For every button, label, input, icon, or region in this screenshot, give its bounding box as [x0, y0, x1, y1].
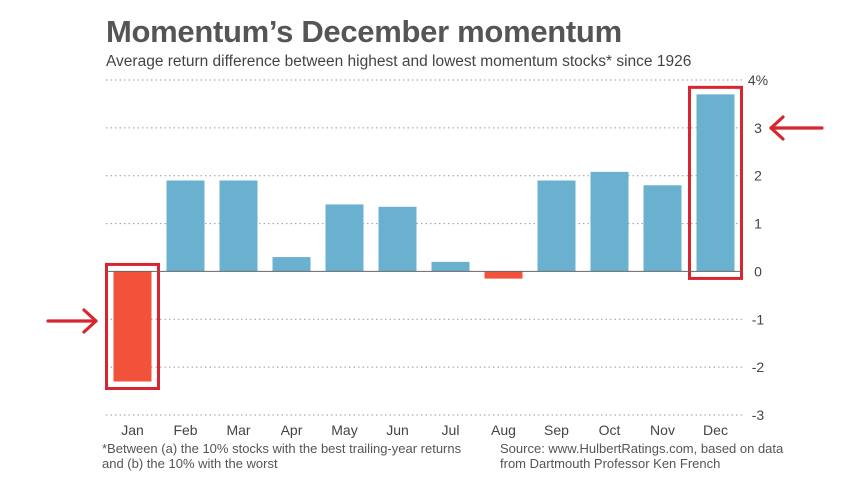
x-tick-label: Nov: [650, 422, 675, 438]
highlight-box: [105, 262, 160, 390]
x-tick-label: Aug: [491, 422, 516, 438]
bar-apr: [272, 257, 311, 272]
highlight-box: [688, 85, 743, 280]
y-tick-label: 2: [754, 168, 762, 184]
x-tick-label: Mar: [226, 422, 250, 438]
y-tick-label: 1: [754, 216, 762, 232]
y-tick-label: 4%: [748, 72, 768, 88]
x-tick-label: Apr: [281, 422, 303, 438]
y-tick-label: -2: [752, 359, 765, 375]
y-tick-label: -3: [752, 407, 765, 423]
bar-jul: [431, 261, 470, 272]
x-tick-label: Oct: [599, 422, 621, 438]
bar-may: [325, 204, 364, 272]
bar-nov: [643, 185, 682, 272]
footnote: *Between (a) the 10% stocks with the bes…: [102, 441, 462, 471]
bar-jun: [378, 206, 417, 272]
x-tick-label: Sep: [544, 422, 569, 438]
chart-title: Momentum’s December momentum: [106, 14, 622, 49]
y-tick-label: 0: [754, 263, 762, 279]
bar-feb: [166, 180, 205, 272]
x-tick-label: Dec: [703, 422, 728, 438]
x-tick-label: Jul: [442, 422, 460, 438]
bar-dec: [696, 94, 735, 272]
x-tick-label: Jan: [121, 422, 144, 438]
bar-sep: [537, 180, 576, 272]
x-tick-label: Feb: [173, 422, 197, 438]
arrow-jan-head: [82, 308, 98, 334]
chart-subtitle: Average return difference between highes…: [106, 53, 692, 70]
y-tick-label: 3: [754, 120, 762, 136]
bar-mar: [219, 180, 258, 272]
bar-oct: [590, 171, 629, 272]
y-tick-label: -1: [752, 311, 765, 327]
x-tick-label: May: [331, 422, 357, 438]
arrow-dec-head: [769, 115, 785, 141]
source-note: Source: www.HulbertRatings.com, based on…: [500, 441, 784, 471]
x-tick-label: Jun: [386, 422, 409, 438]
bar-aug: [484, 271, 523, 279]
bar-jan: [113, 271, 152, 382]
